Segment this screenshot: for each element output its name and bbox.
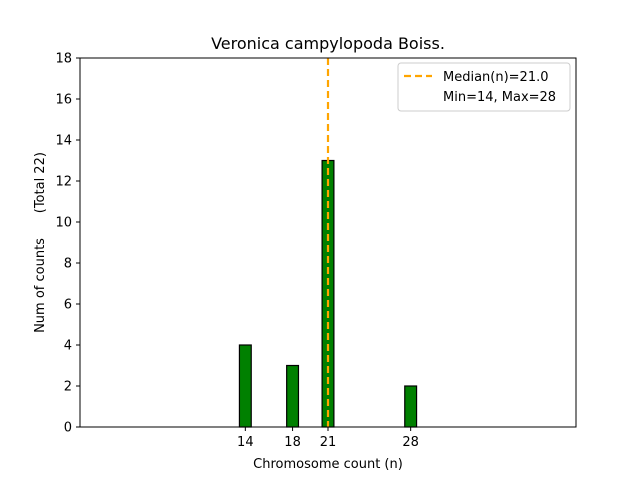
y-tick-label: 18 — [55, 52, 72, 67]
y-axis-label: Num of counts (Total 22) — [33, 152, 48, 333]
y-tick-label: 0 — [64, 421, 72, 436]
y-tick-label: 10 — [55, 216, 72, 231]
x-tick-label: 21 — [320, 435, 337, 450]
x-tick-label: 18 — [284, 435, 301, 450]
y-tick-label: 14 — [55, 134, 72, 149]
y-tick-label: 4 — [64, 339, 72, 354]
bar-28 — [404, 385, 418, 428]
x-tick-label: 14 — [237, 435, 254, 450]
y-axis-ticks: 0 2 4 6 8 10 12 14 16 18 — [55, 52, 80, 436]
y-tick-label: 16 — [55, 93, 72, 108]
y-tick-label: 8 — [64, 257, 72, 272]
legend-minmax-entry: Min=14, Max=28 — [443, 90, 556, 105]
bar-14 — [238, 344, 252, 428]
bar-18 — [286, 364, 300, 428]
y-tick-label: 6 — [64, 298, 72, 313]
legend-median-entry: Median(n)=21.0 — [443, 70, 549, 85]
x-axis-label: Chromosome count (n) — [253, 457, 403, 472]
legend-box — [397, 62, 571, 112]
y-tick-label: 12 — [55, 175, 72, 190]
chart-title: Veronica campylopoda Boiss. — [211, 34, 445, 53]
legend: Median(n)=21.0 Min=14, Max=28 — [397, 62, 571, 112]
x-tick-label: 28 — [402, 435, 419, 450]
x-axis-ticks: 14 18 21 28 — [237, 427, 419, 450]
y-tick-label: 2 — [64, 380, 72, 395]
